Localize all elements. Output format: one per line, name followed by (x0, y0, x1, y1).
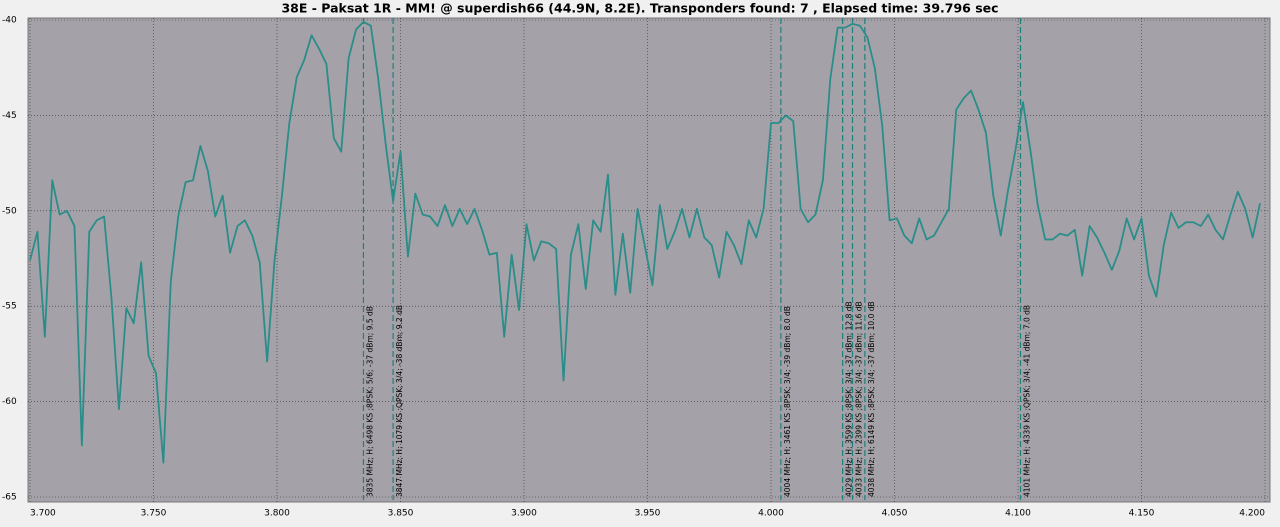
x-tick-label: 3.900 (511, 509, 537, 519)
transponder-label: 4033 MHz; H; 2399 KS ;8PSK; 3/4; -37 dBm… (855, 301, 864, 497)
plot-area (27, 17, 1271, 503)
y-tick-label: -55 (2, 302, 17, 312)
y-tick-label: -50 (2, 206, 17, 216)
spectrum-line (29, 21, 1261, 464)
chart-title: 38E - Paksat 1R - MM! @ superdish66 (44.… (281, 1, 998, 16)
y-tick-label: -60 (2, 397, 17, 407)
x-tick-label: 3.800 (264, 509, 290, 519)
transponder-label: 4004 MHz; H; 3461 KS ;8PSK; 3/4; -39 dBm… (783, 306, 792, 497)
transponder-label: 4038 MHz; H; 6149 KS ;8PSK; 3/4; -37 dBm… (867, 301, 876, 497)
transponder-label: 4029 MHz; H; 3599 KS ;8PSK; 3/4; -37 dBm… (845, 301, 854, 497)
x-tick-label: 4.200 (1239, 509, 1265, 519)
y-tick-label: -65 (2, 493, 17, 503)
y-tick-label: -45 (2, 111, 17, 121)
x-tick-label: 3.950 (635, 509, 661, 519)
transponder-label: 3835 MHz; H; 6498 KS ;8PSK; 5/6; -37 dBm… (365, 306, 374, 497)
x-tick-label: 4.050 (882, 509, 908, 519)
transponder-label: 3847 MHz; H; 1079 KS ;QPSK; 3/4; -38 dBm… (395, 305, 404, 497)
x-tick-label: 3.750 (141, 509, 167, 519)
x-tick-label: 3.700 (30, 509, 56, 519)
x-tick-label: 4.100 (1005, 509, 1031, 519)
x-tick-label: 3.850 (388, 509, 414, 519)
x-tick-label: 4.150 (1129, 509, 1155, 519)
y-tick-label: -40 (2, 16, 17, 26)
transponder-label: 4101 MHz; H; 4339 KS ;QPSK; 3/4; -41 dBm… (1022, 305, 1031, 497)
x-tick-label: 4.000 (758, 509, 784, 519)
